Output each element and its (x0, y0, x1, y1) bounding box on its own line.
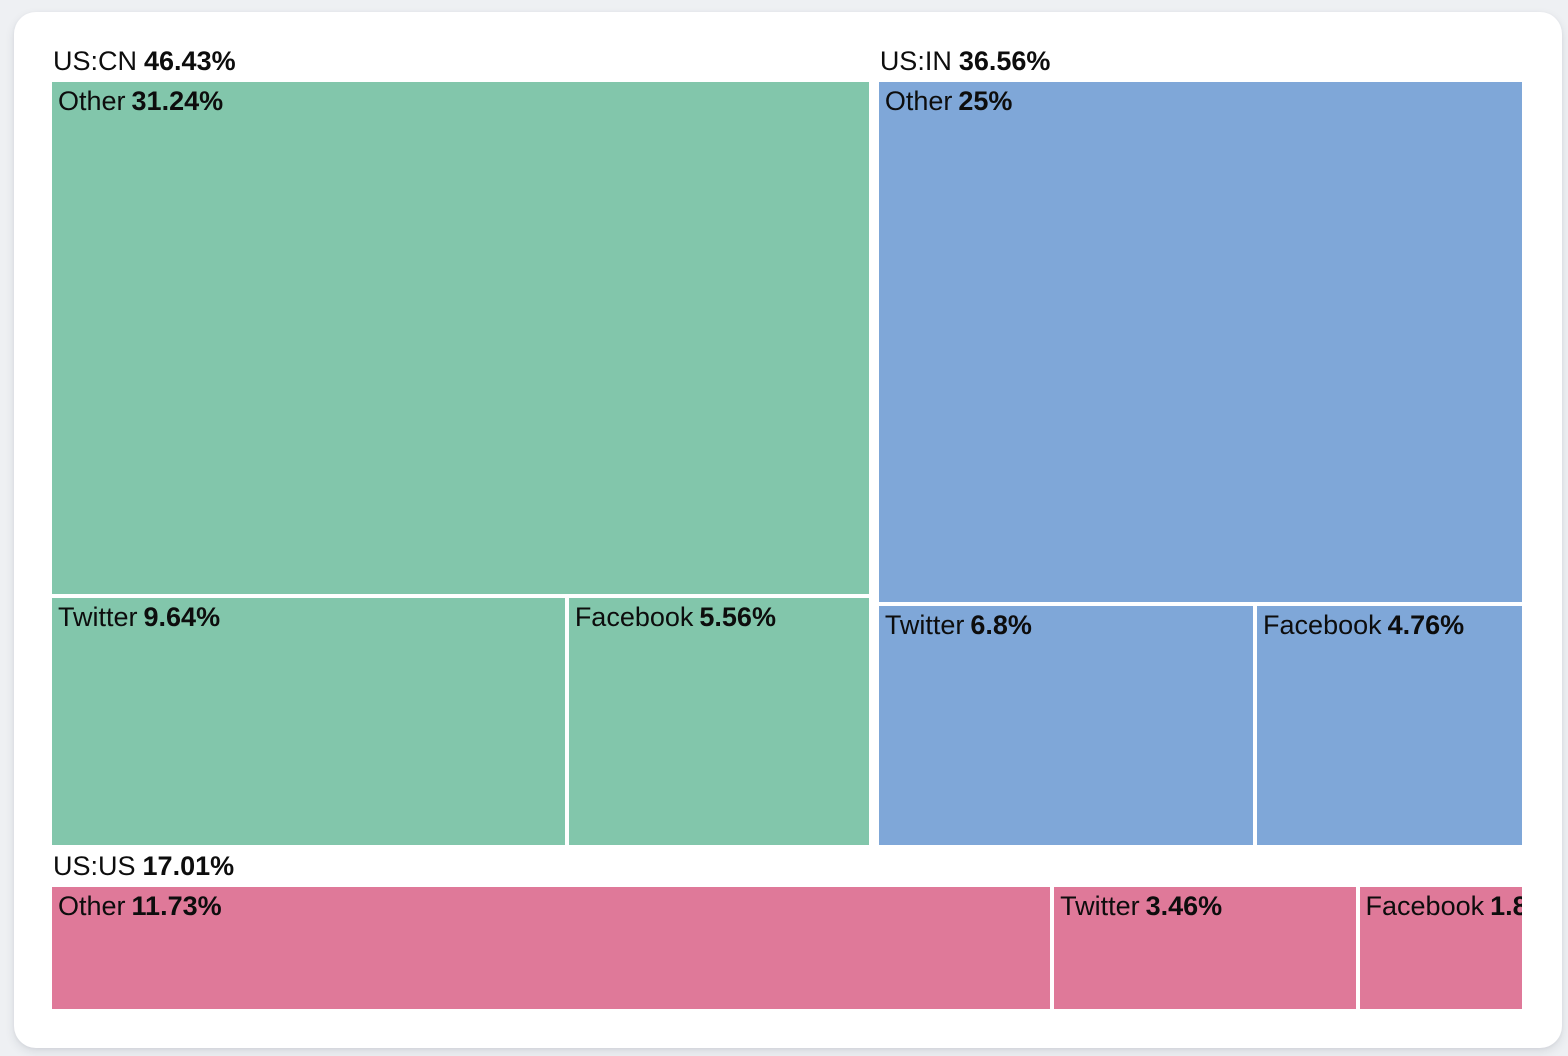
label-name: Twitter (884, 609, 965, 640)
group-subrow-us-cn: Twitter 9.64% Facebook 5.56% (52, 597, 869, 845)
label-value: 3.46% (1145, 891, 1223, 921)
group-subrow-us-in: Twitter 6.8% Facebook 4.76% (878, 605, 1522, 845)
label-name: Facebook (574, 601, 694, 632)
label-name: US:IN (879, 45, 952, 76)
label-value: 46.43% (144, 45, 236, 76)
cell-us-us-other[interactable]: Other 11.73% (52, 887, 1051, 1009)
label-value: 4.76% (1387, 609, 1465, 640)
label-value: 25% (958, 86, 1013, 116)
label-name: Other (884, 86, 953, 116)
label-name: Other (58, 891, 126, 921)
group-us-us: US:US 17.01% Other 11.73% Twitter 3.46% Facebo… (52, 845, 1522, 1009)
label-value: 17.01% (142, 850, 235, 881)
cell-us-us-twitter[interactable]: Twitter 3.46% (1054, 887, 1356, 1009)
label-name: Other (58, 86, 126, 116)
label-name: Twitter (58, 601, 138, 632)
treemap-top-row: US:CN 46.43% Other 31.24% Twitter 9.64% Facebo… (52, 40, 1522, 845)
group-header-us-in[interactable]: US:IN 36.56% (879, 40, 1522, 82)
label-name: US:US (53, 850, 136, 881)
label-name: Facebook (1365, 891, 1485, 921)
group-cells-us-cn: Other 31.24% Twitter 9.64% Facebook 5.56% (52, 82, 869, 845)
group-us-cn: US:CN 46.43% Other 31.24% Twitter 9.64% Facebo… (52, 40, 869, 845)
label-value: 11.73% (131, 891, 222, 921)
label-name: Twitter (1060, 891, 1140, 921)
label-value: 1.81% (1490, 891, 1522, 921)
cell-us-in-facebook[interactable]: Facebook 4.76% (1257, 605, 1522, 845)
cell-us-cn-facebook[interactable]: Facebook 5.56% (568, 597, 869, 845)
label-value: 6.8% (970, 609, 1032, 640)
group-cells-us-in: Other 25% Twitter 6.8% Facebook 4.76% (878, 82, 1522, 845)
label-value: 9.64% (143, 601, 221, 632)
cell-us-in-other[interactable]: Other 25% (878, 82, 1522, 602)
treemap: US:CN 46.43% Other 31.24% Twitter 9.64% Facebo… (52, 40, 1522, 1010)
cell-us-cn-other[interactable]: Other 31.24% (52, 82, 869, 594)
label-value: 31.24% (131, 86, 224, 116)
cell-us-in-twitter[interactable]: Twitter 6.8% (878, 605, 1254, 845)
cell-us-cn-twitter[interactable]: Twitter 9.64% (52, 597, 565, 845)
group-header-us-cn[interactable]: US:CN 46.43% (52, 40, 869, 82)
label-value: 5.56% (699, 601, 776, 632)
group-header-us-us[interactable]: US:US 17.01% (52, 845, 1522, 887)
label-name: US:CN (53, 45, 138, 76)
group-us-in: US:IN 36.56% Other 25% Twitter 6.8% Facebook 4.… (878, 40, 1522, 845)
label-name: Facebook (1263, 609, 1382, 640)
treemap-card: US:CN 46.43% Other 31.24% Twitter 9.64% Facebo… (14, 12, 1562, 1048)
label-value: 36.56% (958, 45, 1051, 76)
